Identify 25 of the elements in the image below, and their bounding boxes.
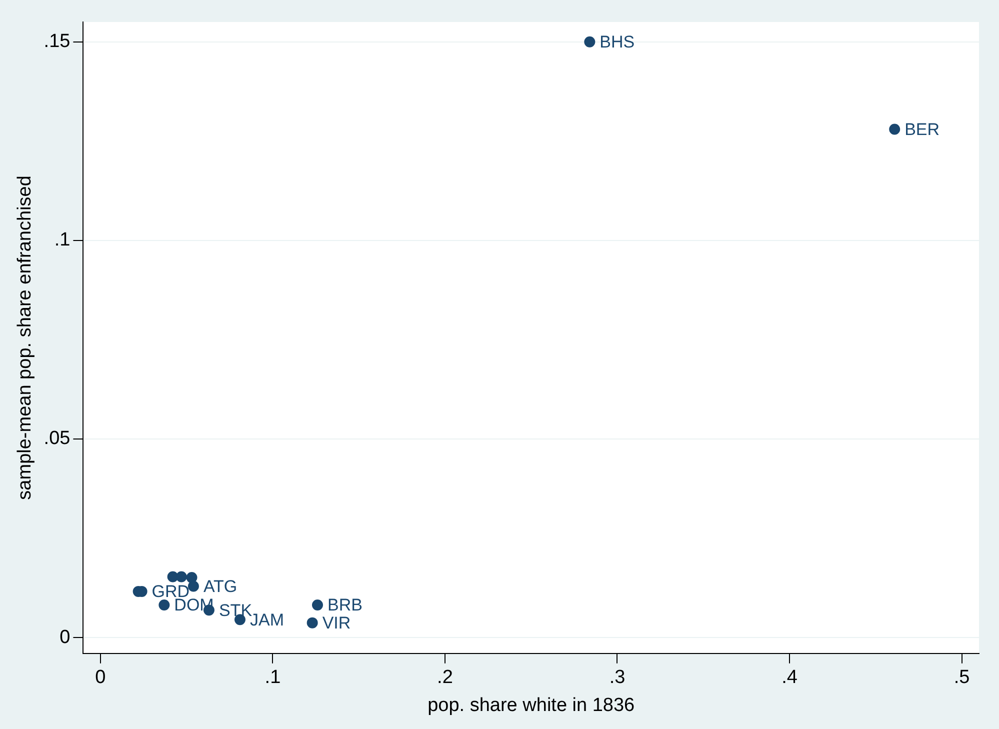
x-tick-label: 0	[95, 667, 106, 688]
point	[158, 599, 170, 610]
annotation: BHS	[600, 32, 635, 52]
annotation: VIR	[322, 614, 351, 633]
point	[584, 36, 596, 48]
annotation: BER	[904, 120, 940, 139]
y-axis-title: sample-mean pop. share enfranchised	[14, 176, 36, 500]
point	[312, 599, 323, 610]
point	[188, 580, 199, 592]
x-tick-label: .3	[609, 667, 626, 688]
point	[306, 617, 318, 628]
x-tick-label: .5	[954, 667, 970, 688]
annotation: ATG	[203, 576, 238, 596]
y-tick-label: 0	[60, 626, 70, 648]
point	[176, 571, 187, 582]
x-tick-label: .4	[782, 667, 798, 688]
y-tick-label: .05	[44, 428, 70, 450]
annotation: BRB	[327, 596, 362, 615]
point	[186, 572, 198, 584]
y-tick-label: .1	[54, 230, 70, 251]
x-tick-label: .2	[437, 667, 453, 688]
point	[889, 124, 900, 135]
x-axis-title: pop. share white in 1836	[428, 694, 635, 716]
x-tick-label: .1	[264, 667, 281, 688]
y-tick-label: .15	[44, 31, 70, 52]
